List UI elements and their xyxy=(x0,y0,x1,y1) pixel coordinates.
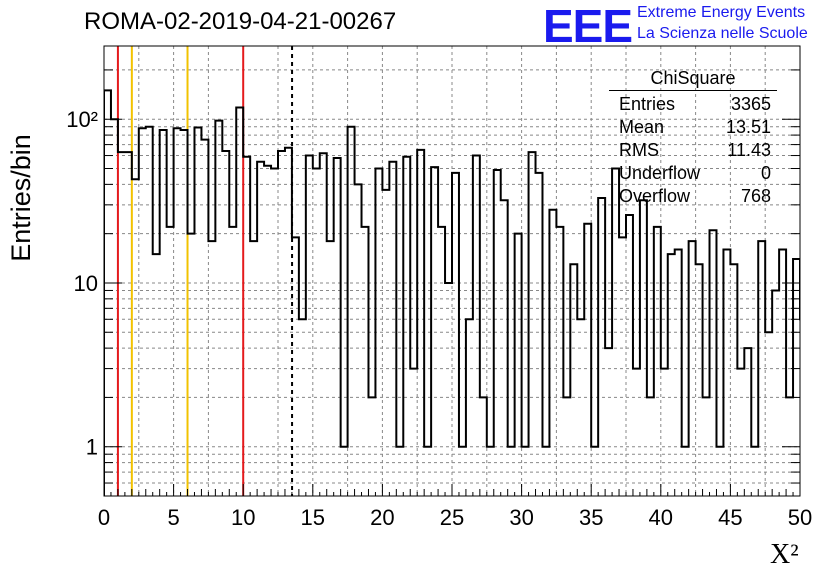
x-tick-label: 10 xyxy=(231,505,255,530)
stat-value: 11.43 xyxy=(727,140,771,160)
x-tick-label: 45 xyxy=(718,505,742,530)
histogram-series xyxy=(104,89,800,496)
y-tick-label: 10 xyxy=(74,271,98,296)
y-tick-label: 1 xyxy=(86,435,98,460)
stat-row-entries: Entries 3365 xyxy=(609,93,777,116)
stat-value: 3365 xyxy=(730,94,771,114)
stat-value: 0 xyxy=(760,163,771,183)
x-tick-label: 20 xyxy=(370,505,394,530)
stat-label: Mean xyxy=(619,117,665,137)
x-tick-label: 0 xyxy=(98,505,110,530)
x-tick-label: 50 xyxy=(788,505,812,530)
y-tick-label: 10² xyxy=(66,107,98,132)
stat-label: Entries xyxy=(619,94,676,114)
stat-row-underflow: Underflow 0 xyxy=(609,162,777,185)
x-tick-label: 35 xyxy=(579,505,603,530)
y-axis-label: Entries/bin xyxy=(6,134,36,262)
run-title: ROMA-02-2019-04-21-00267 xyxy=(84,8,397,35)
stats-title: ChiSquare xyxy=(609,66,777,91)
stat-label: RMS xyxy=(619,140,659,160)
stat-label: Underflow xyxy=(619,163,701,183)
stat-row-overflow: Overflow 768 xyxy=(609,185,777,208)
x-tick-label: 5 xyxy=(167,505,179,530)
stat-value: 768 xyxy=(740,186,771,206)
stats-box: ChiSquare Entries 3365 Mean 13.51 RMS 11… xyxy=(609,66,777,208)
stat-row-mean: Mean 13.51 xyxy=(609,116,777,139)
x-tick-label: 40 xyxy=(649,505,673,530)
logo-line-1: Extreme Energy Events xyxy=(637,4,806,21)
logo-line-2: La Scienza nelle Scuole xyxy=(637,25,808,42)
x-tick-label: 30 xyxy=(509,505,533,530)
stat-value: 13.51 xyxy=(725,117,771,137)
stat-label: Overflow xyxy=(619,186,691,206)
x-axis-label-text: X² xyxy=(770,539,799,570)
eee-logo: EEE xyxy=(543,0,633,52)
x-tick-label: 15 xyxy=(301,505,325,530)
x-tick-label: 25 xyxy=(440,505,464,530)
x-axis-label: X² xyxy=(770,539,799,571)
stat-row-rms: RMS 11.43 xyxy=(609,139,777,162)
